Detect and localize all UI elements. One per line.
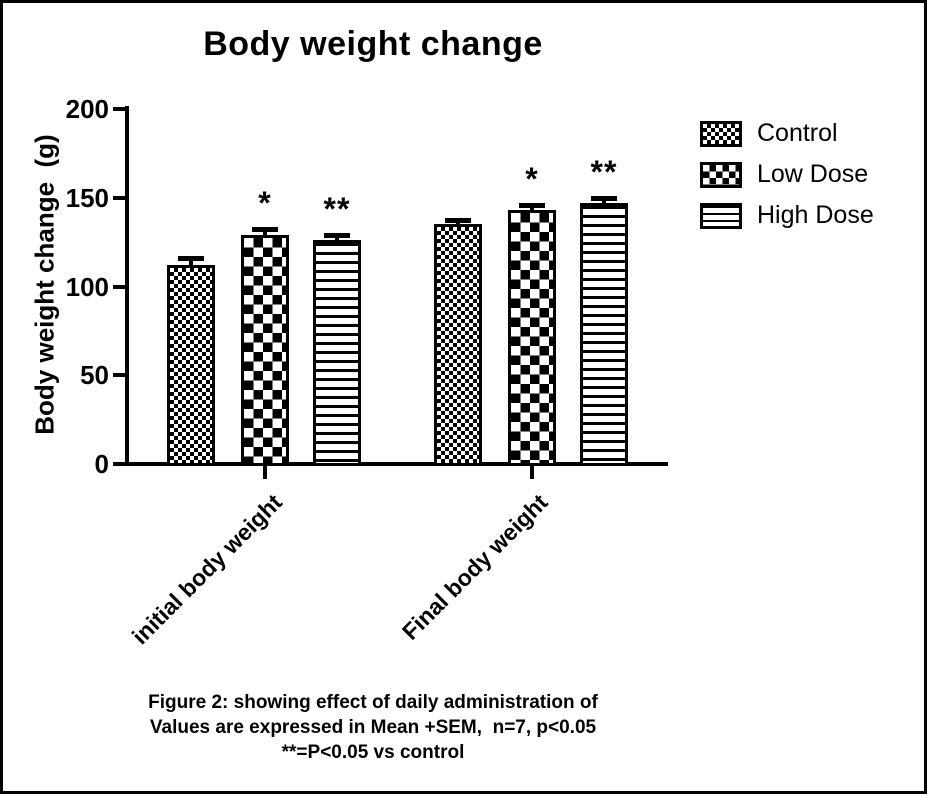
- significance-high-dose-final: **: [590, 154, 618, 191]
- y-tick-label-150: 150: [65, 182, 109, 213]
- y-axis-line: [125, 106, 129, 466]
- x-tick-final: [530, 464, 534, 479]
- legend-item-low-dose: Low Dose: [700, 154, 874, 195]
- significance-high-dose-initial: **: [323, 190, 351, 227]
- y-tick-mark-150: [113, 195, 126, 200]
- bar-low-dose-initial: [241, 235, 289, 466]
- y-tick-mark-200: [113, 107, 126, 111]
- y-tick-label-100: 100: [65, 271, 109, 302]
- error-bar-cap-high-dose-initial: [324, 232, 350, 238]
- error-bar-cap-control-final: [445, 217, 471, 223]
- caption-line-2: Values are expressed in Mean +SEM, n=7, …: [149, 717, 597, 738]
- y-tick-mark-50: [113, 373, 126, 378]
- caption-line-1: Figure 2: showing effect of daily admini…: [148, 692, 598, 713]
- x-category-label-final: Final body weight: [396, 489, 553, 645]
- legend-label-low-dose: Low Dose: [757, 160, 869, 188]
- y-tick-mark-0: [113, 462, 126, 466]
- significance-low-dose-final: *: [525, 160, 539, 197]
- error-bar-stem-high-dose-initial: [335, 232, 339, 244]
- legend: Control Low Dose High Dose: [700, 113, 874, 236]
- low-dose-pattern-swatch-icon: [700, 161, 742, 188]
- error-bar-cap-low-dose-initial: [252, 227, 278, 233]
- legend-label-high-dose: High Dose: [757, 201, 874, 229]
- bar-control-final: [434, 224, 482, 466]
- high-dose-pattern-swatch-icon: [700, 202, 742, 229]
- legend-label-control: Control: [757, 119, 838, 147]
- legend-item-control: Control: [700, 113, 874, 154]
- bar-control-initial: [167, 265, 215, 466]
- significance-low-dose-initial: *: [258, 185, 272, 222]
- y-tick-label-200: 200: [65, 94, 109, 124]
- control-pattern-swatch-icon: [700, 120, 742, 147]
- legend-item-high-dose: High Dose: [700, 195, 874, 236]
- bar-high-dose-initial: [313, 240, 361, 466]
- caption-line-3: **=P<0.05 vs control: [281, 742, 465, 763]
- y-tick-mark-100: [113, 284, 126, 289]
- y-tick-label-0: 0: [94, 449, 109, 479]
- error-bar-cap-low-dose-final: [519, 202, 545, 208]
- error-bar-cap-control-initial: [178, 255, 204, 261]
- figure-caption: Figure 2: showing effect of daily admini…: [43, 690, 703, 765]
- x-tick-initial: [263, 464, 267, 479]
- bar-high-dose-final: [580, 203, 628, 466]
- error-bar-stem-control-initial: [189, 255, 193, 269]
- bar-low-dose-final: [508, 210, 556, 466]
- y-tick-label-50: 50: [80, 360, 109, 391]
- error-bar-cap-high-dose-final: [591, 196, 617, 202]
- error-bar-stem-low-dose-final: [530, 202, 534, 214]
- chart-title: Body weight change: [203, 25, 543, 63]
- x-category-label-initial: initial body weight: [127, 489, 288, 650]
- x-axis-line: [125, 462, 668, 466]
- error-bar-stem-low-dose-initial: [263, 227, 267, 239]
